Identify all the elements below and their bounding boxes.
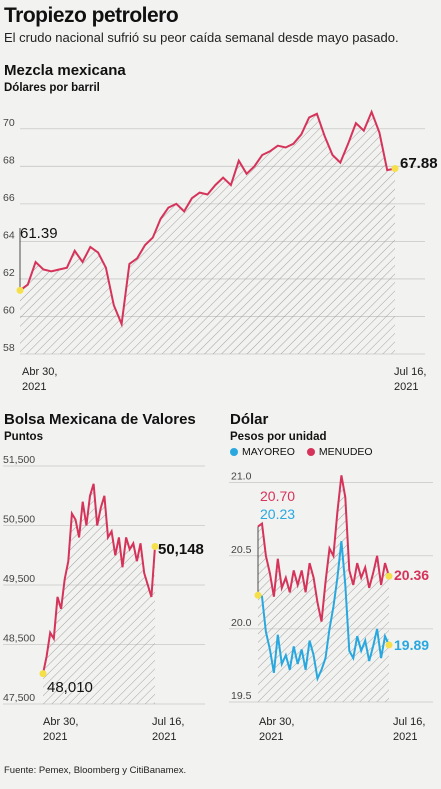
x-start-line1: Abr 30, [22, 366, 57, 378]
y-tick-label: 49,500 [3, 573, 35, 585]
y-tick-label: 50,500 [3, 514, 35, 526]
dolar-chart: 19.5 20.0 20.5 21.0 20.70 20.23 20.36 19.89 Abr … [229, 471, 433, 743]
dolar-unit: Pesos por unidad [230, 431, 327, 443]
menudeo-line [257, 475, 390, 622]
bolsa-area [43, 483, 155, 704]
x-end-line2: 2021 [394, 381, 418, 393]
mezcla-line [19, 109, 396, 328]
bolsa-chart: 47,500 48,500 49,500 50,500 51,500 48,010 50,1… [3, 454, 205, 743]
mezcla-start-label: 61.39 [20, 225, 58, 242]
legend-menudeo-label: MENUDEO [318, 446, 373, 458]
mezcla-unit: Dólares por barril [4, 82, 100, 94]
mayoreo-dot-icon [230, 448, 238, 457]
end-menudeo-label: 20.36 [394, 567, 429, 583]
start-menudeo-label: 20.70 [260, 488, 295, 504]
x-end-line2: 2021 [393, 731, 417, 743]
menudeo-dot-icon [306, 448, 315, 457]
bolsa-line [42, 483, 156, 674]
start-point [39, 670, 47, 678]
mayoreo-line [257, 540, 390, 683]
x-end-line1: Jul 16, [393, 716, 425, 728]
end-mayoreo-label: 19.89 [394, 637, 429, 653]
end-point [151, 542, 159, 550]
dolar-title: Dólar [230, 411, 269, 428]
end-point-menudeo [385, 572, 393, 580]
x-start-line2: 2021 [259, 731, 283, 743]
start-mayoreo-label: 20.23 [260, 506, 295, 522]
y-tick-label: 58 [3, 342, 15, 354]
y-tick-label: 19.5 [231, 690, 252, 702]
y-tick-label: 48,500 [3, 633, 35, 645]
bolsa-end-label: 50,148 [158, 541, 204, 558]
y-tick-label: 66 [3, 192, 15, 204]
y-tick-label: 51,500 [3, 454, 35, 466]
mezcla-end-label: 67.88 [400, 155, 438, 172]
mezcla-chart: 58 60 62 64 66 68 70 61.39 67.88 Abr 30, 2021 Jul 1… [3, 109, 438, 393]
y-tick-label: 60 [3, 304, 15, 316]
mezcla-title: Mezcla mexicana [4, 62, 126, 79]
x-end-line1: Jul 16, [152, 716, 184, 728]
x-start-line2: 2021 [22, 381, 46, 393]
source-note: Fuente: Pemex, Bloomberg y CitiBanamex. [4, 765, 187, 776]
x-start-line1: Abr 30, [43, 716, 78, 728]
y-tick-label: 47,500 [3, 692, 35, 704]
x-start-line1: Abr 30, [259, 716, 294, 728]
y-tick-label: 64 [3, 229, 15, 241]
end-point [391, 165, 399, 173]
x-end-line1: Jul 16, [394, 366, 426, 378]
start-point [16, 286, 24, 294]
legend-mayoreo: MAYOREO [230, 446, 295, 458]
y-tick-label: 20.0 [231, 617, 252, 629]
end-point-mayoreo [385, 641, 393, 649]
y-tick-label: 20.5 [231, 544, 252, 556]
bolsa-title: Bolsa Mexicana de Valores [4, 411, 196, 428]
legend-mayoreo-label: MAYOREO [242, 446, 295, 458]
y-tick-label: 70 [3, 117, 15, 129]
x-start-line2: 2021 [43, 731, 67, 743]
y-tick-label: 21.0 [231, 471, 252, 483]
dolar-legend: MAYOREO MENUDEO [230, 446, 373, 458]
x-end-line2: 2021 [152, 731, 176, 743]
page-subtitle: El crudo nacional sufrió su peor caída s… [4, 30, 399, 45]
bolsa-start-label: 48,010 [47, 679, 93, 696]
y-tick-label: 68 [3, 154, 15, 166]
page-title: Tropiezo petrolero [4, 4, 179, 27]
bolsa-unit: Puntos [4, 431, 43, 443]
start-point-mayoreo [254, 591, 262, 599]
y-tick-label: 62 [3, 267, 15, 279]
legend-menudeo: MENUDEO [306, 446, 373, 458]
mezcla-area [20, 111, 395, 355]
